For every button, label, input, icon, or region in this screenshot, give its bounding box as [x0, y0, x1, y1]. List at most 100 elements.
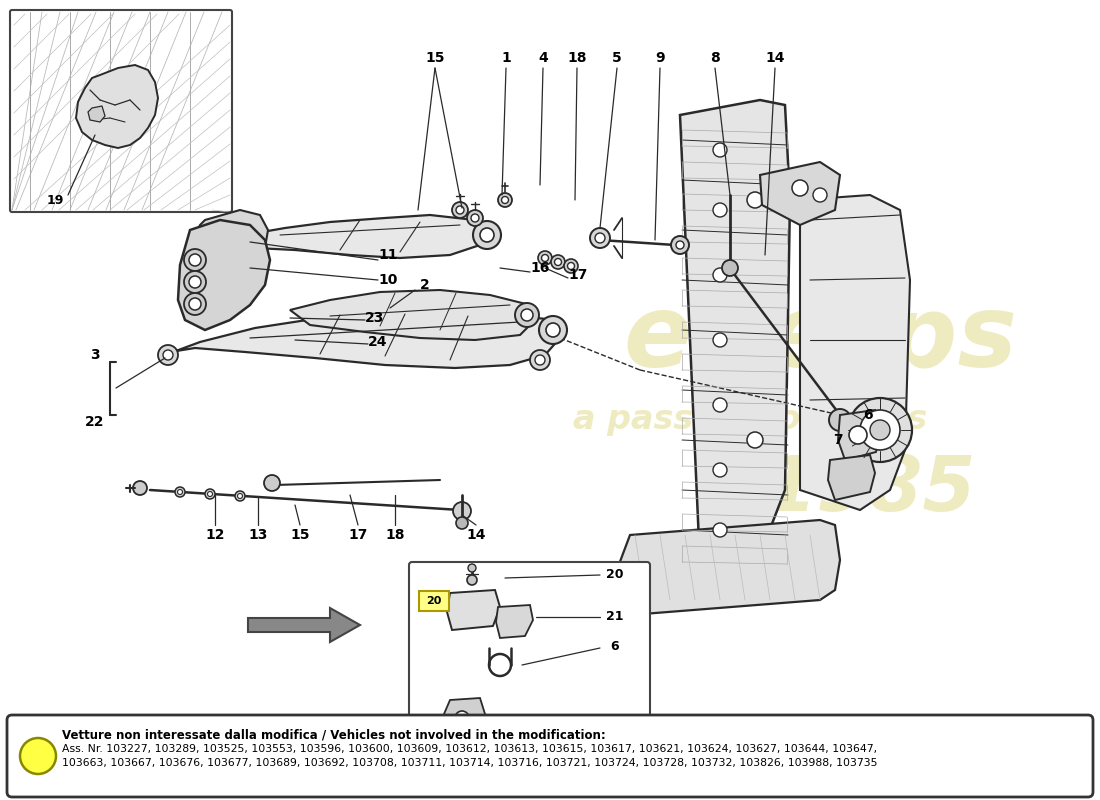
Circle shape	[468, 575, 477, 585]
Circle shape	[713, 203, 727, 217]
Polygon shape	[178, 220, 270, 330]
Text: 23: 23	[365, 311, 385, 325]
Circle shape	[676, 241, 684, 249]
Text: 17: 17	[569, 268, 587, 282]
Circle shape	[535, 355, 544, 365]
Circle shape	[177, 490, 183, 494]
Text: 18: 18	[385, 528, 405, 542]
Text: 8: 8	[711, 51, 719, 65]
Text: 4: 4	[538, 51, 548, 65]
Circle shape	[184, 249, 206, 271]
Circle shape	[264, 475, 280, 491]
Circle shape	[713, 143, 727, 157]
Circle shape	[189, 276, 201, 288]
Text: 1: 1	[502, 51, 510, 65]
Text: 9: 9	[656, 51, 664, 65]
Text: 13: 13	[249, 528, 267, 542]
Text: a passion for parts: a passion for parts	[573, 403, 927, 437]
Circle shape	[189, 298, 201, 310]
Text: 2: 2	[420, 278, 430, 292]
Text: 7: 7	[455, 738, 464, 750]
Circle shape	[595, 233, 605, 243]
Circle shape	[189, 254, 201, 266]
Text: A: A	[32, 749, 44, 763]
Circle shape	[848, 398, 912, 462]
Circle shape	[539, 316, 566, 344]
Text: Vetture non interessate dalla modifica / Vehicles not involved in the modificati: Vetture non interessate dalla modifica /…	[62, 728, 606, 741]
Text: 6: 6	[864, 408, 872, 422]
Circle shape	[546, 323, 560, 337]
Text: 18: 18	[568, 51, 586, 65]
Text: elferps: elferps	[623, 291, 1018, 389]
Text: 16: 16	[530, 261, 550, 275]
Polygon shape	[162, 310, 560, 368]
Circle shape	[590, 228, 610, 248]
Circle shape	[713, 333, 727, 347]
FancyBboxPatch shape	[10, 10, 232, 212]
Text: 21: 21	[606, 610, 624, 623]
Circle shape	[468, 210, 483, 226]
Circle shape	[455, 711, 469, 725]
Circle shape	[473, 221, 500, 249]
Text: 20: 20	[427, 596, 442, 606]
Circle shape	[713, 523, 727, 537]
Text: 1985: 1985	[763, 453, 977, 527]
Text: 103663, 103667, 103676, 103677, 103689, 103692, 103708, 103711, 103714, 103716, : 103663, 103667, 103676, 103677, 103689, …	[62, 758, 878, 768]
Circle shape	[564, 259, 578, 273]
Text: 10: 10	[378, 273, 398, 287]
Circle shape	[541, 254, 549, 262]
Text: 22: 22	[86, 415, 104, 429]
Text: 12: 12	[206, 528, 224, 542]
Text: 3: 3	[90, 348, 100, 362]
Circle shape	[235, 491, 245, 501]
Polygon shape	[680, 100, 790, 565]
Circle shape	[456, 206, 464, 214]
Text: 14: 14	[466, 528, 486, 542]
Circle shape	[471, 214, 478, 222]
Circle shape	[521, 309, 534, 321]
Circle shape	[713, 463, 727, 477]
Polygon shape	[828, 455, 874, 500]
Polygon shape	[444, 698, 485, 730]
Polygon shape	[248, 608, 360, 642]
Text: 24: 24	[368, 335, 387, 349]
Circle shape	[184, 271, 206, 293]
Circle shape	[538, 251, 552, 265]
Circle shape	[792, 180, 808, 196]
Circle shape	[722, 260, 738, 276]
FancyBboxPatch shape	[7, 715, 1093, 797]
Polygon shape	[76, 65, 158, 148]
Polygon shape	[88, 106, 104, 122]
Circle shape	[184, 293, 206, 315]
Polygon shape	[615, 520, 840, 615]
Circle shape	[163, 350, 173, 360]
Circle shape	[747, 432, 763, 448]
Text: 5: 5	[612, 51, 621, 65]
Polygon shape	[214, 215, 490, 258]
FancyBboxPatch shape	[419, 591, 449, 611]
Circle shape	[208, 491, 212, 497]
Circle shape	[456, 517, 468, 529]
Circle shape	[133, 481, 147, 495]
Circle shape	[747, 192, 763, 208]
Circle shape	[498, 193, 512, 207]
Circle shape	[554, 258, 561, 266]
Text: 19: 19	[46, 194, 64, 206]
Circle shape	[860, 410, 900, 450]
Circle shape	[515, 303, 539, 327]
Text: Ass. Nr. 103227, 103289, 103525, 103553, 103596, 103600, 103609, 103612, 103613,: Ass. Nr. 103227, 103289, 103525, 103553,…	[62, 744, 877, 754]
Text: 20: 20	[606, 569, 624, 582]
Polygon shape	[290, 290, 535, 340]
Text: 7: 7	[833, 433, 843, 447]
Circle shape	[480, 228, 494, 242]
Circle shape	[453, 502, 471, 520]
Circle shape	[238, 494, 242, 498]
FancyBboxPatch shape	[409, 562, 650, 736]
Circle shape	[502, 197, 508, 203]
Circle shape	[849, 426, 867, 444]
Circle shape	[468, 564, 476, 572]
Text: 6: 6	[610, 639, 619, 653]
Text: 14: 14	[766, 51, 784, 65]
Circle shape	[671, 236, 689, 254]
Polygon shape	[800, 195, 910, 510]
